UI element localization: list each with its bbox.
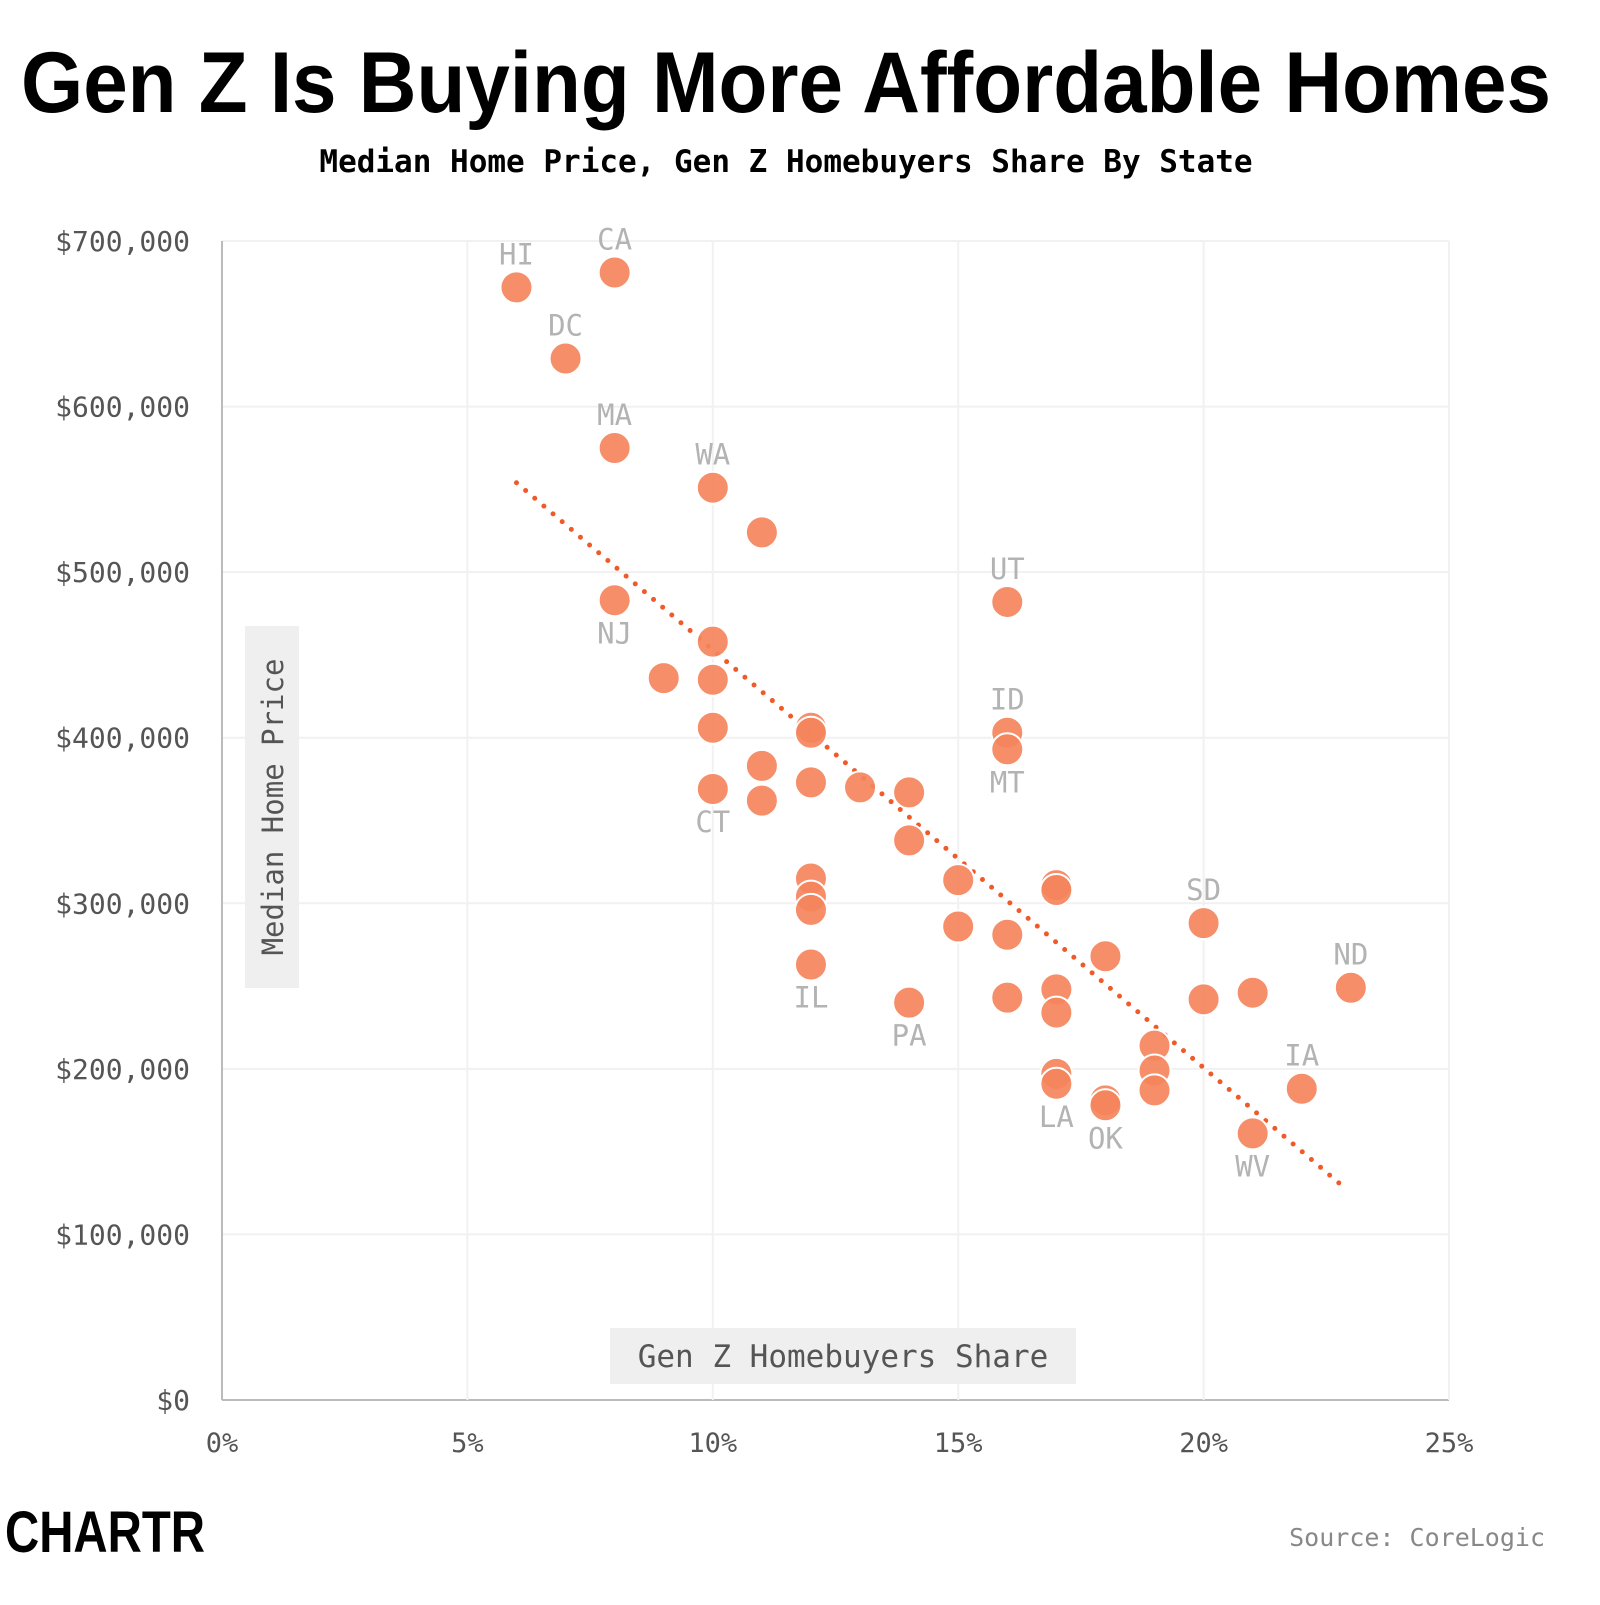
chart-subtitle: Median Home Price, Gen Z Homebuyers Shar… — [319, 144, 1252, 180]
point — [1039, 873, 1074, 908]
y-tick-label: $100,000 — [55, 1218, 190, 1251]
x-tick-label: 20% — [1179, 1428, 1228, 1459]
point — [990, 980, 1025, 1015]
point — [744, 515, 779, 550]
point — [892, 985, 927, 1020]
point — [1088, 939, 1123, 974]
point-label: PA — [892, 1019, 927, 1053]
y-tick-label: $0 — [156, 1384, 190, 1417]
x-tick-label: 0% — [206, 1428, 239, 1459]
point — [793, 947, 828, 982]
trend-line — [513, 480, 1344, 1188]
point-label: WV — [1235, 1149, 1270, 1183]
point-label: WA — [695, 438, 730, 472]
point — [744, 748, 779, 783]
point-label: UT — [990, 552, 1025, 586]
y-tick-label: $500,000 — [55, 556, 190, 589]
grid: $0 $100,000 $200,000 $300,000 $400,000 $500,0… — [55, 225, 1473, 1459]
x-axis-label: Gen Z Homebuyers Share — [638, 1339, 1049, 1375]
point-label: ND — [1333, 938, 1368, 972]
point — [597, 430, 632, 465]
point — [1284, 1071, 1319, 1106]
point — [695, 624, 730, 659]
point-label: DC — [548, 309, 583, 343]
point-label: ID — [990, 683, 1025, 717]
chart-title: Gen Z Is Buying More Affordable Homes — [21, 35, 1551, 131]
point-label: MT — [990, 765, 1025, 799]
marks: HI CA DC MA WA NJ UT ID MT CT SD IL ND PA LA IA OK WV — [499, 222, 1368, 1188]
point-label: NJ — [597, 616, 632, 650]
point — [793, 765, 828, 800]
y-axis-label: Median Home Price — [256, 659, 290, 956]
point — [843, 770, 878, 805]
point — [1235, 975, 1270, 1010]
point-label: IL — [793, 981, 828, 1015]
point — [695, 470, 730, 505]
point — [892, 823, 927, 858]
point — [990, 917, 1025, 952]
x-tick-label: 5% — [451, 1428, 484, 1459]
point — [695, 662, 730, 697]
x-tick-label: 15% — [934, 1428, 983, 1459]
point-label: MA — [597, 398, 632, 432]
point — [1039, 995, 1074, 1030]
y-tick-label: $700,000 — [55, 225, 190, 258]
point — [597, 255, 632, 290]
x-label-box — [610, 1328, 1076, 1384]
point — [695, 710, 730, 745]
point — [793, 715, 828, 750]
point-label: LA — [1039, 1100, 1074, 1134]
point — [597, 583, 632, 618]
source: Source: CoreLogic — [1289, 1523, 1545, 1552]
x-tick-label: 25% — [1425, 1428, 1474, 1459]
point — [990, 584, 1025, 619]
point — [1039, 1066, 1074, 1101]
point — [1235, 1116, 1270, 1151]
y-tick-label: $300,000 — [55, 887, 190, 920]
point — [1186, 906, 1221, 941]
point — [646, 661, 681, 696]
point — [892, 775, 927, 810]
point — [744, 783, 779, 818]
point — [1186, 982, 1221, 1017]
y-label-box — [245, 626, 299, 988]
point-label: IA — [1284, 1039, 1319, 1073]
point-label: SD — [1186, 873, 1221, 907]
y-tick-label: $200,000 — [55, 1053, 190, 1086]
y-tick-label: $400,000 — [55, 722, 190, 755]
point — [1137, 1073, 1172, 1108]
point — [695, 772, 730, 807]
point-label: HI — [499, 237, 534, 271]
point-label: CA — [597, 222, 632, 256]
point — [548, 341, 583, 376]
point — [990, 732, 1025, 767]
point — [941, 863, 976, 898]
y-tick-label: $600,000 — [55, 391, 190, 424]
point — [499, 270, 534, 305]
point — [793, 892, 828, 927]
point — [1333, 970, 1368, 1005]
point — [1088, 1088, 1123, 1123]
x-tick-label: 10% — [688, 1428, 737, 1459]
brand-logo: CHARTR — [5, 1500, 205, 1565]
point-label: CT — [695, 805, 730, 839]
point-label: OK — [1088, 1121, 1123, 1155]
point — [941, 909, 976, 944]
